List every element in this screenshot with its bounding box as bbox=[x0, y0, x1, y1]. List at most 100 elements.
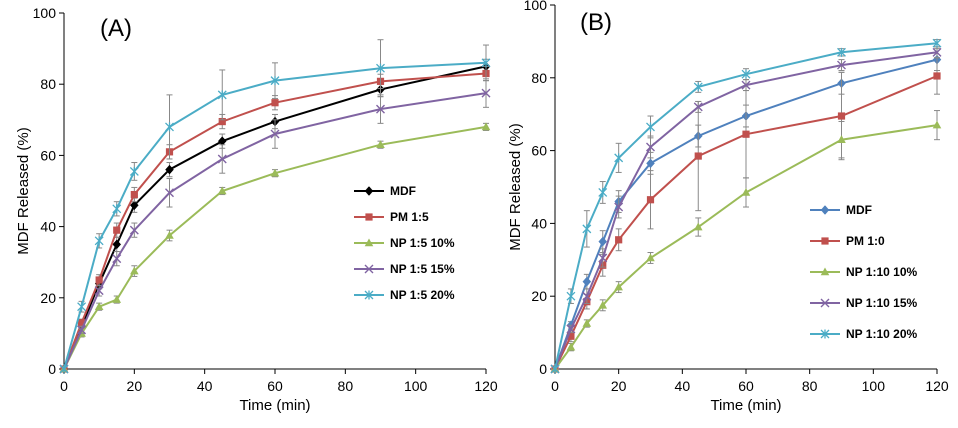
data-point bbox=[165, 231, 174, 239]
legend-swatch-marker bbox=[820, 329, 830, 339]
series-line bbox=[63, 92, 487, 370]
x-tick-label: 120 bbox=[474, 378, 498, 394]
x-tick-label: 20 bbox=[611, 378, 627, 394]
y-tick-label: 80 bbox=[531, 70, 547, 86]
y-tick-label: 20 bbox=[40, 290, 56, 306]
series-pm-1-0 bbox=[551, 57, 941, 373]
data-point bbox=[113, 226, 121, 234]
data-point bbox=[693, 222, 703, 231]
series-line bbox=[554, 58, 938, 370]
data-point bbox=[582, 319, 592, 327]
data-point bbox=[376, 104, 385, 114]
x-tick-label: 120 bbox=[925, 378, 949, 394]
data-point bbox=[217, 154, 227, 164]
y-axis-title: MDF Released (%) bbox=[507, 123, 524, 251]
data-point bbox=[932, 120, 942, 129]
y-tick-label: 0 bbox=[539, 361, 547, 377]
data-point bbox=[129, 166, 139, 176]
data-point bbox=[94, 302, 104, 310]
legend-label: NP 1:5 10% bbox=[390, 236, 455, 250]
y-tick-label: 40 bbox=[531, 215, 547, 231]
data-point bbox=[550, 364, 560, 374]
data-point bbox=[646, 253, 655, 262]
y-tick-label: 20 bbox=[531, 288, 547, 304]
series-np-1-5-15- bbox=[59, 78, 491, 374]
data-point bbox=[598, 236, 608, 247]
x-axis-title: Time (min) bbox=[239, 397, 310, 414]
data-point bbox=[582, 276, 592, 287]
data-point bbox=[837, 60, 846, 70]
legend-swatch-marker bbox=[364, 186, 374, 196]
panel-label: (A) bbox=[100, 15, 132, 42]
legend-label: MDF bbox=[846, 203, 872, 217]
data-point bbox=[741, 69, 751, 79]
x-tick-label: 40 bbox=[197, 378, 213, 394]
data-point bbox=[837, 135, 846, 143]
data-point bbox=[165, 188, 174, 198]
y-tick-label: 0 bbox=[48, 361, 56, 377]
legend-label: NP 1:5 20% bbox=[390, 288, 455, 302]
data-point bbox=[598, 300, 608, 309]
legend-item: PM 1:5 bbox=[354, 210, 429, 224]
series-line bbox=[63, 61, 487, 370]
legend-swatch-marker bbox=[820, 298, 830, 308]
legend-item: PM 1:0 bbox=[810, 234, 885, 248]
data-point bbox=[112, 254, 122, 264]
x-tick-label: 60 bbox=[267, 378, 283, 394]
x-tick-label: 100 bbox=[404, 378, 428, 394]
data-point bbox=[481, 58, 491, 68]
legend-label: NP 1:10 15% bbox=[846, 296, 917, 310]
chart-panel-a: 0 20 40 60 80 100 0 20 40 60 80 100 120 Time (min) MDF… bbox=[15, 5, 498, 414]
data-point bbox=[932, 38, 942, 48]
y-tick-label: 40 bbox=[40, 219, 56, 235]
legend: MDF PM 1:5 NP 1:5 10% NP 1:5 15% NP 1:5 20% bbox=[354, 184, 455, 302]
data-point bbox=[165, 164, 174, 175]
data-point bbox=[77, 319, 86, 327]
data-point bbox=[376, 140, 385, 149]
legend-item: MDF bbox=[810, 203, 872, 217]
x-tick-label: 80 bbox=[338, 378, 354, 394]
data-point bbox=[112, 204, 122, 214]
data-point bbox=[598, 187, 608, 197]
data-point bbox=[271, 99, 279, 107]
series-line bbox=[63, 72, 487, 370]
data-point bbox=[693, 82, 703, 92]
data-point bbox=[598, 253, 608, 263]
series-np-1-10-10- bbox=[550, 110, 942, 373]
legend-label: PM 1:5 bbox=[390, 210, 429, 224]
series-line bbox=[554, 124, 938, 370]
x-tick-label: 100 bbox=[862, 378, 886, 394]
series-np-1-5-10- bbox=[59, 122, 491, 373]
series-np-1-10-15- bbox=[550, 46, 942, 374]
data-point bbox=[741, 80, 751, 90]
data-point bbox=[837, 112, 846, 120]
data-point bbox=[614, 153, 624, 163]
data-point bbox=[741, 187, 751, 196]
data-point bbox=[567, 332, 575, 340]
series-line bbox=[554, 75, 938, 370]
data-point bbox=[481, 88, 491, 98]
y-tick-label: 80 bbox=[40, 76, 56, 92]
y-tick-label: 100 bbox=[524, 0, 548, 13]
data-point bbox=[614, 202, 624, 212]
data-point bbox=[130, 266, 139, 275]
x-tick-label: 0 bbox=[60, 378, 68, 394]
legend-label: NP 1:10 20% bbox=[846, 327, 917, 341]
data-point bbox=[932, 47, 942, 57]
data-point bbox=[77, 302, 87, 312]
data-point bbox=[582, 224, 592, 234]
legend-item: NP 1:5 10% bbox=[354, 236, 455, 250]
data-point bbox=[582, 291, 592, 301]
data-point bbox=[481, 122, 491, 131]
data-point bbox=[112, 239, 122, 250]
data-point bbox=[112, 295, 122, 303]
x-tick-label: 20 bbox=[127, 378, 143, 394]
legend-swatch-marker bbox=[365, 213, 373, 221]
data-point bbox=[693, 102, 703, 112]
legend-swatch-marker bbox=[820, 205, 830, 215]
data-point bbox=[837, 47, 846, 57]
data-point bbox=[270, 129, 280, 139]
legend-label: MDF bbox=[390, 184, 416, 198]
y-tick-label: 60 bbox=[40, 147, 56, 163]
